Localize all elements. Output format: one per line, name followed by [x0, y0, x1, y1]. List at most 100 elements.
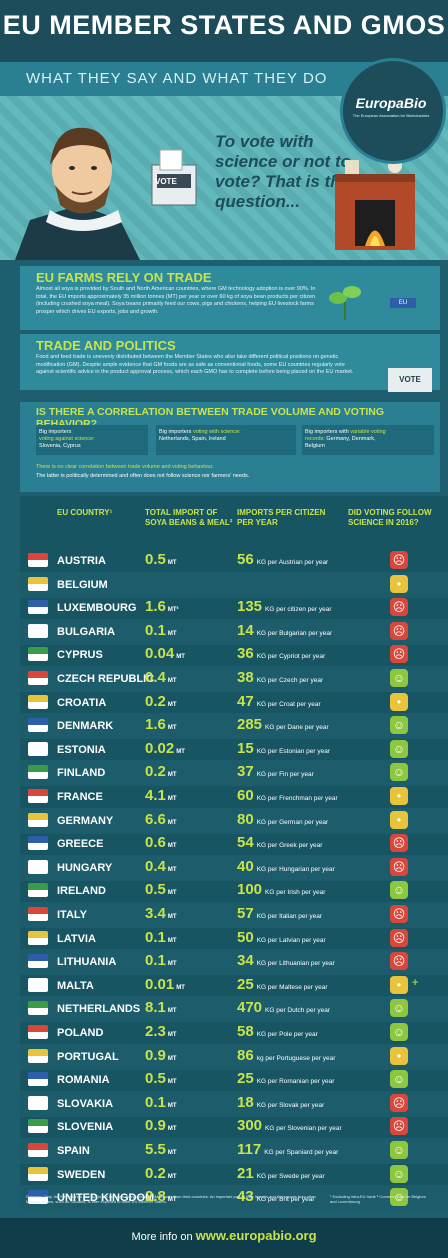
import-unit: MT — [167, 1126, 177, 1133]
vote-happy-icon: ☺ — [390, 1188, 408, 1207]
country-table — [20, 496, 448, 1196]
footer — [0, 1218, 448, 1258]
col-header-import: TOTAL IMPORT OF SOYA BEANS & MEAL² — [145, 508, 233, 527]
country-name: SWEDEN — [57, 1168, 106, 1181]
country-name: POLAND — [57, 1027, 104, 1039]
import-value — [145, 575, 147, 592]
import-unit: MT — [176, 984, 185, 991]
flag-icon — [28, 954, 48, 969]
politics-ballot: VOTE — [388, 368, 432, 392]
country-name: PORTUGAL — [57, 1050, 119, 1063]
country-name: ITALY — [57, 909, 87, 921]
flag-icon — [28, 812, 48, 827]
vote-sad-icon: ☹ — [390, 857, 408, 876]
vote-happy-icon: ☺ — [390, 1141, 408, 1159]
trade-heading: EU FARMS RELY ON TRADE — [36, 270, 212, 285]
import-value: 0.1 MT — [145, 622, 177, 639]
vote-sad-icon: ☹ — [390, 834, 408, 853]
import-unit: MT — [167, 1032, 177, 1038]
percapita-value: 47 KG per Croat per year — [237, 693, 321, 710]
percapita-label: KG per Czech per year — [256, 677, 324, 684]
import-value: 0.1 MT — [145, 929, 177, 946]
percapita-label: kg per Portuguese per year — [256, 1054, 336, 1062]
percapita-value: 25 KG per Maltese per year — [237, 976, 328, 993]
percapita-value: 34 KG per Lithuanian per year — [237, 952, 335, 969]
import-unit: MT — [167, 937, 177, 944]
table-row: UNITED KINGDOM 2.8 MT 43 KG per Brit per yea… — [20, 1185, 448, 1212]
box-with-pre: Big importers — [159, 429, 192, 435]
table-row: GERMANY 6.6 MT 80 KG per German per year • — [20, 807, 448, 834]
percapita-number: 60 — [237, 787, 254, 804]
table-row: HUNGARY 0.4 MT 40 KG per Hungarian per year ☹ — [20, 854, 448, 881]
percapita-value: 117 KG per Spaniard per year — [237, 1141, 338, 1158]
percapita-value: 37 KG per Fin per year — [237, 763, 314, 780]
percapita-value: 300 KG per Slovenian per year — [237, 1117, 342, 1134]
import-unit: MT — [167, 819, 177, 826]
import-number: 0.01 — [145, 975, 175, 993]
percapita-number: 40 — [237, 857, 254, 875]
import-value: 0.5 MT — [145, 551, 177, 568]
import-unit: MT — [167, 772, 177, 779]
title-bar — [0, 0, 448, 62]
country-name: LITHUANIA — [57, 956, 117, 969]
import-value: 0.2 MT — [145, 1165, 177, 1182]
import-value: 0.9 MT — [145, 1117, 177, 1134]
table-row: CYPRUS 0.04 MT 36 KG per Cypriot per year ☹ — [20, 642, 448, 668]
correlation-box-variable: Big importers with variable voting recor… — [302, 425, 434, 455]
footnote-left: Germany, Italy, the Netherlands and Spai… — [26, 1194, 316, 1204]
table-row: SPAIN 5.5 MT 117 KG per Spaniard per year ☺ — [20, 1138, 448, 1164]
import-number: 0.4 — [145, 857, 166, 875]
country-name: HUNGARY — [57, 861, 113, 874]
flag-icon — [28, 765, 48, 780]
country-name: GREECE — [57, 838, 104, 851]
import-number: 1.6 — [145, 716, 166, 734]
flag-icon — [28, 1119, 48, 1134]
import-number: 0.2 — [145, 1164, 166, 1182]
percapita-value: 54 KG per Greek per year — [237, 834, 322, 851]
vote-sad-icon: ☹ — [390, 598, 408, 617]
table-row: IRELAND 0.5 MT 100 KG per Irish per year ☺ — [20, 878, 448, 904]
country-name: BELGIUM — [57, 578, 108, 591]
import-unit: MT — [167, 1102, 177, 1109]
footer-link[interactable]: www.europabio.org — [195, 1228, 317, 1243]
flag-icon — [28, 741, 48, 756]
import-value: 1.6 MT — [145, 716, 177, 733]
vote-happy-icon: ☺ — [390, 716, 408, 735]
import-unit: MT — [167, 961, 177, 968]
percapita-value: 40 KG per Hungarian per year — [237, 858, 335, 875]
flag-icon — [28, 1048, 48, 1063]
percapita-number: 43 — [237, 1188, 254, 1206]
vote-neutral-icon: • — [390, 975, 408, 994]
import-number: 2.3 — [145, 1023, 166, 1040]
flag-icon — [28, 1143, 48, 1157]
percapita-number: 54 — [237, 834, 254, 852]
col-header-country: EU COUNTRY¹ — [57, 508, 113, 517]
import-number: 8.1 — [145, 999, 166, 1017]
ballot-box-label: VOTE — [155, 177, 177, 186]
percapita-number: 58 — [237, 1023, 254, 1040]
percapita-label: KG per citizen per year — [265, 606, 332, 614]
table-row: AUSTRIA 0.5 MT 56 KG per Austrian per year ☹ — [20, 548, 448, 574]
politics-text: Food and feed trade is unevenly distribu… — [36, 354, 354, 376]
section-trade — [20, 266, 440, 330]
percapita-number: 57 — [237, 905, 254, 922]
percapita-label: KG per Greek per year — [256, 842, 323, 850]
table-row: CZECH REPUBLIC 0.4 MT 38 KG per Czech per ye… — [20, 666, 448, 692]
import-unit: MT — [176, 748, 185, 755]
vote-sad-icon: ☹ — [390, 551, 408, 569]
flag-icon — [28, 1001, 48, 1016]
percapita-label: KG per Dutch per year — [265, 1007, 331, 1015]
import-value: 2.3 MT — [145, 1023, 177, 1040]
percapita-number: 38 — [237, 669, 254, 686]
import-value: 0.5 MT — [145, 1070, 177, 1087]
import-number: 0.4 — [145, 669, 166, 686]
flag-icon — [28, 694, 48, 709]
country-name: DENMARK — [57, 720, 114, 733]
percapita-number: 80 — [237, 810, 254, 828]
percapita-number: 36 — [237, 645, 254, 663]
percapita-value: 58 KG per Pole per year — [237, 1023, 318, 1040]
percapita-value: 50 KG per Latvian per year — [237, 929, 326, 946]
flag-icon — [28, 930, 48, 945]
country-name: IRELAND — [57, 885, 106, 898]
import-unit: MT — [167, 1197, 177, 1204]
